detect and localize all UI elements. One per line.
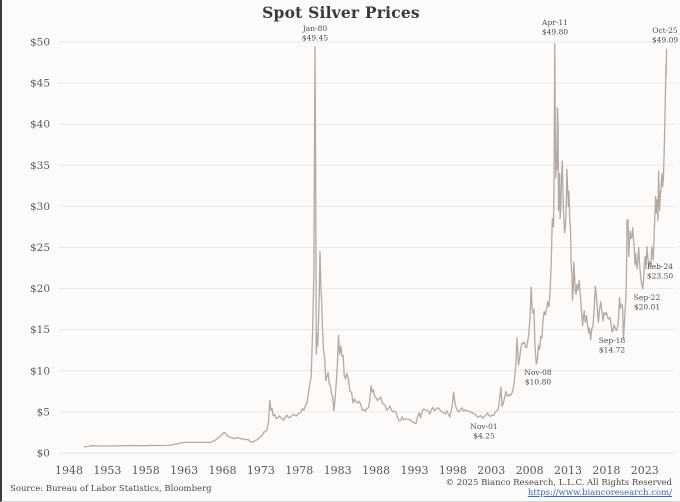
x-axis-label: 1968: [209, 464, 237, 477]
annotation-value: $4.25: [473, 432, 495, 441]
x-axis-label: 1973: [247, 464, 275, 477]
x-axis-label: 2013: [554, 464, 582, 477]
annotation-value: $49.09: [652, 36, 678, 45]
y-axis-label: $25: [30, 242, 50, 254]
annotation-label: Nov-08: [524, 368, 552, 377]
x-axis-label: 2023: [631, 464, 659, 477]
annotation-value: $14.72: [599, 346, 625, 355]
x-axis-label: 1948: [55, 464, 83, 477]
x-axis-label: 1988: [362, 464, 390, 477]
y-axis-label: $35: [30, 160, 50, 172]
copyright-label: © 2025 Bianco Research, L.L.C. All Right…: [445, 478, 672, 488]
annotation-value: $49.80: [542, 28, 568, 37]
annotation-value: $23.50: [647, 272, 673, 281]
footer-attribution: © 2025 Bianco Research, L.L.C. All Right…: [446, 478, 672, 498]
x-axis-label: 1998: [439, 464, 467, 477]
y-axis-label: $10: [30, 365, 50, 377]
price-line: [83, 42, 668, 448]
annotation-label: Oct-25: [652, 26, 678, 35]
annotation-label: Nov-01: [470, 422, 497, 431]
y-axis-label: $5: [37, 406, 50, 418]
annotation-label: Jan-80: [302, 24, 328, 33]
y-axis-label: $0: [37, 448, 50, 460]
x-axis-label: 2003: [477, 464, 505, 477]
x-axis-label: 1963: [170, 464, 198, 477]
annotation-label: Sep-18: [599, 336, 626, 345]
annotation-label: Feb-24: [647, 262, 673, 271]
annotation-label: Sep-22: [634, 293, 661, 302]
x-axis-label: 1993: [401, 464, 429, 477]
annotation-value: $20.01: [634, 303, 660, 312]
y-axis-label: $40: [30, 119, 50, 131]
y-axis-label: $15: [30, 324, 50, 336]
x-axis-label: 1978: [285, 464, 313, 477]
y-axis-label: $50: [30, 37, 50, 49]
annotation-value: $10.80: [525, 378, 551, 387]
x-axis-label: 1983: [324, 464, 352, 477]
source-label: Source: Bureau of Labor Statistics, Bloo…: [10, 484, 212, 494]
x-axis-label: 1958: [132, 464, 160, 477]
chart-title: Spot Silver Prices: [262, 3, 420, 22]
x-axis-label: 2018: [592, 464, 620, 477]
website-link[interactable]: https://www.biancoresearch.com/: [527, 488, 672, 498]
x-axis-label: 1953: [93, 464, 121, 477]
x-axis-label: 2008: [516, 464, 544, 477]
y-axis-label: $45: [30, 78, 50, 90]
y-axis-label: $30: [30, 201, 50, 213]
y-axis-label: $20: [30, 283, 50, 295]
annotation-value: $49.45: [302, 34, 328, 43]
annotation-label: Apr-11: [541, 18, 568, 27]
